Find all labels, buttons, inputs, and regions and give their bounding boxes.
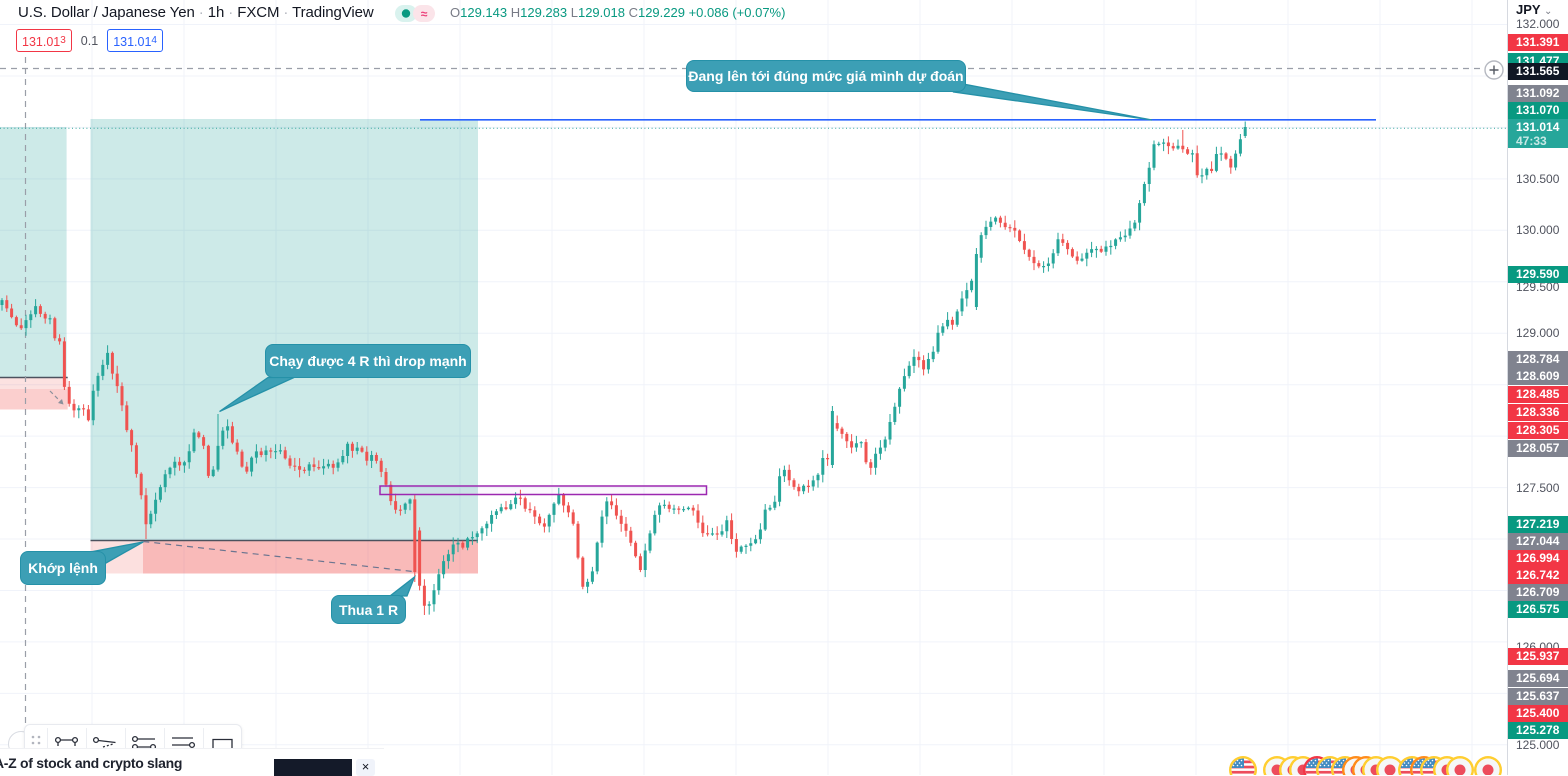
svg-text:≈: ≈ xyxy=(421,7,428,21)
